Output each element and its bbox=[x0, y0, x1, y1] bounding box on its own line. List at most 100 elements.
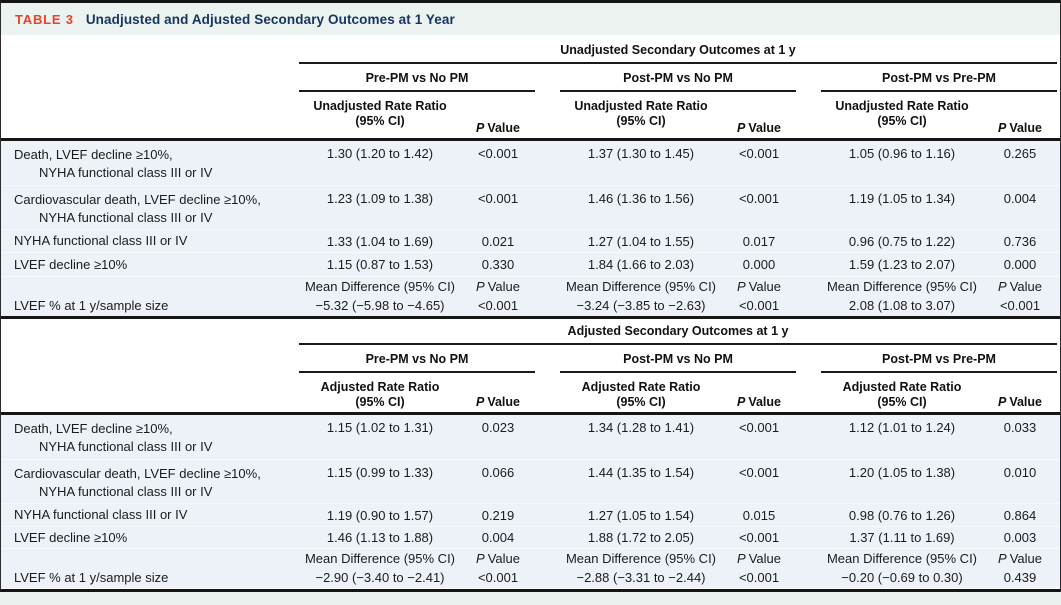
p-value: 0.219 bbox=[481, 507, 515, 523]
group-header-post-pm-vs-no-pm: Post-PM vs No PM bbox=[560, 345, 796, 373]
mean-difference-subheader: Mean Difference (95% CI) bbox=[565, 279, 717, 294]
p-value: 0.000 bbox=[742, 257, 776, 272]
p-value: 0.330 bbox=[481, 257, 515, 272]
table-number-tag: TABLE 3 bbox=[15, 11, 74, 27]
divider-rule bbox=[1, 412, 1060, 415]
rate-ratio-value: 1.27 (1.04 to 1.55) bbox=[587, 233, 695, 249]
mean-difference-value: 2.08 (1.08 to 3.07) bbox=[848, 298, 956, 313]
mean-difference-subheader: Mean Difference (95% CI) bbox=[826, 551, 978, 566]
column-header-p-value: P Value bbox=[736, 121, 781, 135]
row-label: LVEF decline ≥10% bbox=[14, 256, 128, 272]
column-header-rate-ratio: Adjusted Rate Ratio (95% CI) bbox=[581, 380, 701, 409]
mean-difference-value: −2.90 (−3.40 to −2.41) bbox=[315, 570, 445, 585]
group-header-pre-pm-vs-no-pm: Pre-PM vs No PM bbox=[299, 345, 535, 373]
p-value-subheader: P Value bbox=[998, 551, 1042, 566]
table-title-bar: TABLE 3 Unadjusted and Adjusted Secondar… bbox=[1, 3, 1060, 35]
table-row: Death, LVEF decline ≥10%, NYHA functiona… bbox=[1, 415, 1060, 459]
p-value: 0.003 bbox=[1003, 530, 1037, 545]
adjusted-header-zone: Adjusted Secondary Outcomes at 1 y Pre-P… bbox=[1, 319, 1060, 412]
p-value: 0.015 bbox=[742, 507, 776, 523]
rate-ratio-value: 1.20 (1.05 to 1.38) bbox=[848, 465, 956, 480]
p-value: <0.001 bbox=[738, 530, 780, 545]
column-header-rate-ratio: Unadjusted Rate Ratio (95% CI) bbox=[313, 99, 447, 128]
section-header-unadjusted: Unadjusted Secondary Outcomes at 1 y bbox=[299, 43, 1057, 64]
column-header-rate-ratio: Unadjusted Rate Ratio (95% CI) bbox=[835, 99, 969, 128]
rate-ratio-value: 1.27 (1.05 to 1.54) bbox=[587, 507, 695, 523]
table-row: Death, LVEF decline ≥10%, NYHA functiona… bbox=[1, 141, 1060, 185]
table-row: Cardiovascular death, LVEF decline ≥10%,… bbox=[1, 459, 1060, 503]
mean-difference-row: Mean Difference (95% CI) P Value Mean Dif… bbox=[1, 548, 1060, 588]
rate-ratio-value: 0.98 (0.76 to 1.26) bbox=[848, 507, 956, 523]
column-header-p-value: P Value bbox=[475, 395, 520, 409]
column-header-p-value: P Value bbox=[736, 395, 781, 409]
rate-ratio-value: 1.15 (0.99 to 1.33) bbox=[326, 465, 434, 480]
p-value: 0.023 bbox=[481, 420, 515, 435]
rate-ratio-value: 1.19 (0.90 to 1.57) bbox=[326, 507, 434, 523]
p-value: <0.001 bbox=[738, 465, 780, 480]
column-header-p-value: P Value bbox=[997, 395, 1042, 409]
p-value: <0.001 bbox=[738, 191, 780, 206]
group-header-post-pm-vs-pre-pm: Post-PM vs Pre-PM bbox=[821, 345, 1057, 373]
section-header-adjusted: Adjusted Secondary Outcomes at 1 y bbox=[299, 324, 1057, 345]
table-row: LVEF decline ≥10% 1.15 (0.87 to 1.53) 0.… bbox=[1, 252, 1060, 276]
p-value: 0.000 bbox=[1003, 257, 1037, 272]
p-value: 0.864 bbox=[1003, 507, 1037, 523]
p-value: <0.001 bbox=[738, 298, 780, 313]
column-header-p-value: P Value bbox=[997, 121, 1042, 135]
table-row: NYHA functional class III or IV 1.19 (0.… bbox=[1, 503, 1060, 526]
p-value: 0.021 bbox=[481, 233, 515, 249]
row-label: Cardiovascular death, LVEF decline ≥10%,… bbox=[14, 466, 261, 499]
rate-ratio-value: 1.44 (1.35 to 1.54) bbox=[587, 465, 695, 480]
rate-ratio-value: 1.33 (1.04 to 1.69) bbox=[326, 233, 434, 249]
mean-difference-subheader: Mean Difference (95% CI) bbox=[304, 551, 456, 566]
p-value: 0.017 bbox=[742, 233, 776, 249]
rate-ratio-value: 1.37 (1.11 to 1.69) bbox=[849, 530, 955, 545]
column-header-rate-ratio: Unadjusted Rate Ratio (95% CI) bbox=[574, 99, 708, 128]
group-header-pre-pm-vs-no-pm: Pre-PM vs No PM bbox=[299, 64, 535, 92]
page-margin bbox=[0, 592, 1061, 605]
mean-difference-subheader: Mean Difference (95% CI) bbox=[304, 279, 456, 294]
p-value-subheader: P Value bbox=[476, 279, 520, 294]
p-value-subheader: P Value bbox=[737, 279, 781, 294]
p-value: 0.004 bbox=[481, 530, 515, 545]
rate-ratio-value: 1.37 (1.30 to 1.45) bbox=[587, 146, 695, 161]
rate-ratio-value: 1.46 (1.36 to 1.56) bbox=[587, 191, 695, 206]
p-value: 0.736 bbox=[1003, 233, 1037, 249]
rate-ratio-value: 1.88 (1.72 to 2.05) bbox=[587, 530, 695, 545]
divider-rule bbox=[1, 138, 1060, 141]
mean-difference-row: Mean Difference (95% CI) P Value Mean Dif… bbox=[1, 276, 1060, 316]
table-title: Unadjusted and Adjusted Secondary Outcom… bbox=[85, 11, 455, 27]
row-label: NYHA functional class III or IV bbox=[14, 507, 188, 522]
unadjusted-header-zone: Unadjusted Secondary Outcomes at 1 y Pre… bbox=[1, 35, 1060, 138]
divider-rule bbox=[1, 316, 1060, 319]
row-label: NYHA functional class III or IV bbox=[14, 233, 188, 248]
rate-ratio-value: 1.84 (1.66 to 2.03) bbox=[587, 257, 695, 272]
p-value: 0.010 bbox=[1003, 465, 1037, 480]
row-label: Death, LVEF decline ≥10%, NYHA functiona… bbox=[14, 421, 213, 454]
mean-difference-value: −5.32 (−5.98 to −4.65) bbox=[315, 298, 445, 313]
row-label: Cardiovascular death, LVEF decline ≥10%,… bbox=[14, 192, 261, 225]
row-label: Death, LVEF decline ≥10%, NYHA functiona… bbox=[14, 147, 213, 180]
p-value: <0.001 bbox=[738, 146, 780, 161]
p-value: <0.001 bbox=[477, 570, 519, 585]
rate-ratio-value: 1.15 (0.87 to 1.53) bbox=[326, 257, 434, 272]
rate-ratio-value: 1.34 (1.28 to 1.41) bbox=[587, 420, 695, 435]
unadjusted-data-zone: Death, LVEF decline ≥10%, NYHA functiona… bbox=[1, 141, 1060, 316]
rate-ratio-value: 0.96 (0.75 to 1.22) bbox=[848, 233, 956, 249]
p-value: 0.033 bbox=[1003, 420, 1037, 435]
p-value: 0.066 bbox=[481, 465, 515, 480]
column-header-rate-ratio: Adjusted Rate Ratio (95% CI) bbox=[320, 380, 440, 409]
row-label: LVEF decline ≥10% bbox=[14, 529, 128, 545]
p-value: <0.001 bbox=[477, 146, 519, 161]
p-value: 0.265 bbox=[1003, 146, 1037, 161]
p-value-subheader: P Value bbox=[737, 551, 781, 566]
p-value: 0.004 bbox=[1003, 191, 1037, 206]
rate-ratio-value: 1.12 (1.01 to 1.24) bbox=[848, 420, 956, 435]
p-value: <0.001 bbox=[477, 298, 519, 313]
group-header-post-pm-vs-no-pm: Post-PM vs No PM bbox=[560, 64, 796, 92]
rate-ratio-value: 1.30 (1.20 to 1.42) bbox=[326, 146, 434, 161]
mean-difference-value: −2.88 (−3.31 to −2.44) bbox=[576, 570, 706, 585]
table-row: Cardiovascular death, LVEF decline ≥10%,… bbox=[1, 185, 1060, 229]
rate-ratio-value: 1.05 (0.96 to 1.16) bbox=[848, 146, 956, 161]
